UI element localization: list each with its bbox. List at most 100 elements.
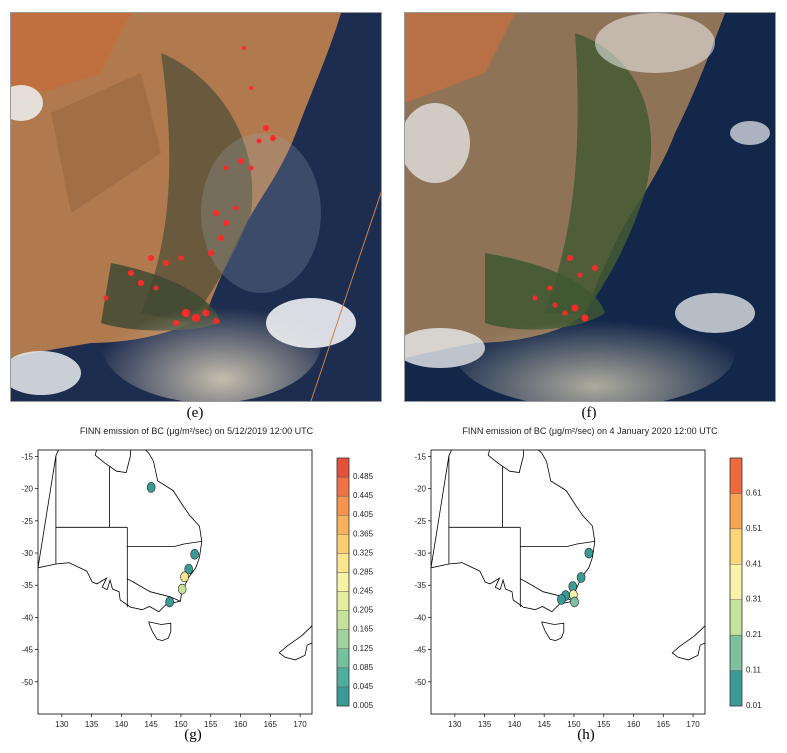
chart-h: 130 135 140 145 150 155 160 165 170 -15 -20 -25 -30 -… [414, 449, 762, 729]
colorbar-label-9: 0.365 [353, 529, 374, 538]
colorbar-swatch-9 [336, 515, 350, 535]
state-border-3 [519, 527, 595, 547]
emission-spot-3 [180, 571, 189, 583]
x-tick-label-7: 165 [264, 720, 278, 729]
colorbar-frame [729, 457, 743, 707]
colorbar-swatch-10 [336, 495, 350, 516]
x-tick-label-0: 130 [55, 720, 69, 729]
chart-title-g: FINN emission of BC (μg/m²/sec) on 5/12/… [79, 426, 314, 436]
map-layer [38, 450, 312, 661]
colorbar-label-0: 0.01 [746, 701, 762, 710]
map-layer [431, 450, 705, 661]
colorbar-label-6: 0.245 [353, 587, 374, 596]
x-tick-label-0: 130 [448, 720, 462, 729]
satellite-scene-f [405, 13, 775, 401]
colorbar-swatch-11 [336, 476, 350, 497]
panel-label-g: (g) [184, 727, 202, 743]
state-border-3 [126, 527, 202, 547]
colorbar-label-4: 0.165 [353, 625, 374, 634]
y-tick-label-6: -45 [21, 646, 33, 655]
colorbar-swatch-1 [336, 667, 350, 688]
x-tick-label-2: 140 [115, 720, 129, 729]
colorbar-label-8: 0.325 [353, 548, 374, 557]
panel-label-e: (e) [186, 405, 204, 421]
colorbar-swatch-3 [729, 564, 743, 600]
state-border-1 [448, 466, 503, 528]
panel-label-f: (f) [581, 405, 597, 421]
x-tick-label-3: 145 [537, 720, 551, 729]
emission-spot-0 [584, 547, 594, 559]
emission-spot-5 [165, 596, 174, 608]
tasmania-coastline [541, 621, 565, 642]
x-tick-label-3: 145 [144, 720, 158, 729]
colorbar-label-7: 0.285 [353, 567, 374, 576]
colorbar-swatch-6 [729, 457, 743, 494]
colorbar-swatch-6 [336, 572, 350, 592]
colorbar-label-3: 0.31 [746, 595, 762, 604]
x-tick-label-1: 135 [85, 720, 99, 729]
x-tick-label-8: 170 [686, 720, 700, 729]
colorbar-label-1: 0.045 [353, 682, 374, 691]
colorbar-swatch-8 [336, 534, 350, 554]
chart-title-h: FINN emission of BC (μg/m²/sec) on 4 Jan… [462, 426, 718, 436]
emission-spot-2 [184, 563, 193, 575]
satellite-image-e [10, 12, 382, 402]
x-tick-label-2: 140 [508, 720, 522, 729]
tasmania-coastline [148, 621, 172, 642]
colorbar-swatch-4 [336, 610, 350, 630]
australia-coastline [431, 450, 596, 613]
nz-south-island-coastline [671, 625, 705, 661]
chart-g: 130 135 140 145 150 155 160 165 170 -15 -20 -25 -30 -… [21, 449, 374, 729]
colorbar-swatch-7 [336, 553, 350, 573]
emission-spot-1 [576, 572, 586, 583]
emission-spot-5 [557, 594, 566, 605]
x-tick-label-8: 170 [293, 720, 307, 729]
y-tick-label-0: -15 [414, 452, 426, 461]
y-tick-label-7: -50 [414, 678, 426, 687]
y-tick-label-1: -20 [21, 485, 33, 494]
australia-coastline [38, 450, 203, 613]
nz-south-island-coastline [278, 625, 312, 661]
plot-frame [37, 449, 313, 715]
x-tick-label-5: 155 [597, 720, 611, 729]
colorbar-swatch-3 [336, 629, 350, 649]
y-tick-label-0: -15 [21, 452, 33, 461]
colorbar-swatch-12 [336, 457, 350, 478]
satellite-image-f [404, 12, 776, 402]
x-tick-label-6: 160 [234, 720, 248, 729]
colorbar-frame [336, 457, 350, 707]
colorbar-label-0: 0.005 [353, 701, 374, 710]
colorbar-swatch-2 [336, 648, 350, 669]
y-tick-label-1: -20 [414, 485, 426, 494]
colorbar-label-5: 0.51 [746, 524, 762, 533]
satellite-scene-e [11, 13, 381, 401]
y-tick-label-7: -50 [21, 678, 33, 687]
colorbar-swatch-0 [336, 686, 350, 707]
y-tick-label-2: -25 [21, 517, 33, 526]
emission-spot-6 [570, 596, 579, 608]
plot-frame [430, 449, 706, 715]
colorbar-swatch-1 [729, 634, 743, 671]
colorbar-label-11: 0.445 [353, 491, 374, 500]
x-tick-label-1: 135 [478, 720, 492, 729]
colorbar-label-2: 0.085 [353, 663, 374, 672]
colorbar-label-12: 0.485 [353, 472, 374, 481]
y-tick-label-2: -25 [414, 517, 426, 526]
colorbar-swatch-0 [729, 670, 743, 707]
colorbar-label-4: 0.41 [746, 559, 762, 568]
colorbar-swatch-5 [729, 493, 743, 530]
emission-spot-1 [190, 549, 199, 560]
state-border-4 [126, 546, 181, 602]
panel-f: (f) [404, 12, 776, 421]
colorbar-swatch-2 [729, 599, 743, 636]
y-tick-label-6: -45 [414, 646, 426, 655]
colorbar-label-3: 0.125 [353, 644, 374, 653]
colorbar-label-10: 0.405 [353, 510, 374, 519]
emission-spot-0 [146, 482, 156, 493]
y-tick-label-4: -35 [414, 581, 426, 590]
colorbar-swatch-5 [336, 591, 350, 611]
colorbar-label-6: 0.61 [746, 488, 762, 497]
panel-h: FINN emission of BC (μg/m²/sec) on 4 Jan… [393, 420, 787, 753]
panel-e: (e) [10, 12, 382, 421]
emission-spot-4 [177, 583, 187, 595]
